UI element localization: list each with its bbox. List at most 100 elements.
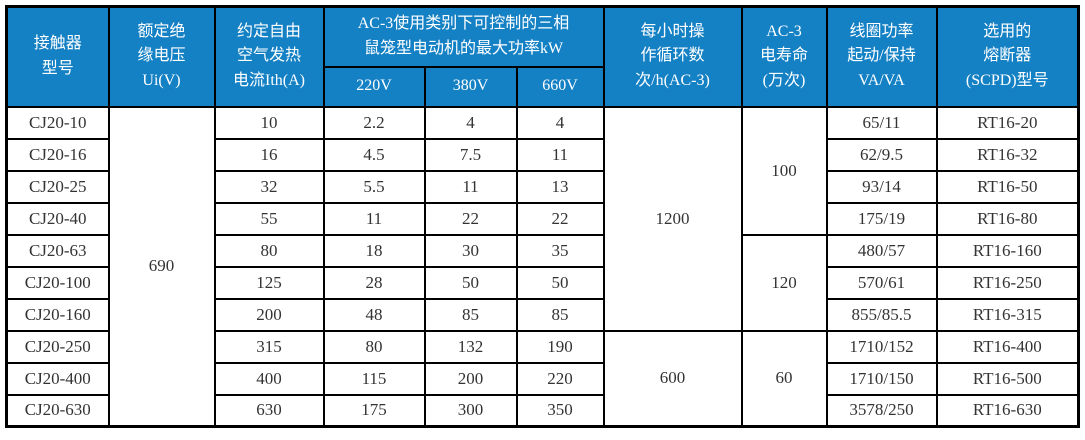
cell-p380: 300	[423, 393, 518, 428]
header-voltage-660v: 660V	[515, 65, 605, 108]
cell-p220: 28	[322, 265, 426, 300]
table-row: CJ20-63 80 18 30 35 120 480/57 RT16-160	[5, 233, 1080, 332]
cell-fuse: RT16-315	[935, 297, 1080, 332]
cell-model: CJ20-40	[5, 201, 110, 236]
cell-fuse: RT16-630	[935, 393, 1080, 428]
cell-fuse: RT16-80	[935, 201, 1080, 236]
cell-p660: 35	[515, 233, 605, 268]
cell-coil: 62/9.5	[825, 137, 938, 172]
table-row: CJ20-40 55 11 22 22 175/19 RT16-80	[5, 201, 1080, 236]
header-coil-power: 线圈功率 起动/保持 VA/VA	[825, 5, 938, 108]
table-row: CJ20-16 16 4.5 7.5 11 62/9.5 RT16-32	[5, 137, 1080, 172]
cell-p660: 22	[515, 201, 605, 236]
table-row: CJ20-10 690 10 2.2 4 4 1200 100 65/11 RT…	[5, 105, 1080, 428]
cell-coil: 3578/250	[825, 393, 938, 428]
cell-life-merged-mid: 120	[740, 233, 828, 332]
cell-p220: 2.2	[322, 105, 426, 140]
cell-p380: 85	[423, 297, 518, 332]
cell-cycles-merged-bottom: 600	[602, 329, 743, 428]
cell-fuse: RT16-400	[935, 329, 1080, 364]
cell-fuse: RT16-20	[935, 105, 1080, 140]
cell-p380: 11	[423, 169, 518, 204]
cell-p380: 7.5	[423, 137, 518, 172]
cell-coil: 480/57	[825, 233, 938, 268]
header-contactor-model: 接触器 型号	[5, 5, 110, 108]
cell-p220: 5.5	[322, 169, 426, 204]
cell-ith: 400	[213, 361, 325, 396]
cell-p660: 13	[515, 169, 605, 204]
cell-ith: 200	[213, 297, 325, 332]
cell-p660: 190	[515, 329, 605, 364]
table-row: CJ20-160 200 48 85 85 855/85.5 RT16-315	[5, 297, 1080, 332]
cell-model: CJ20-16	[5, 137, 110, 172]
cell-p380: 132	[423, 329, 518, 364]
cell-ith: 32	[213, 169, 325, 204]
cell-p660: 11	[515, 137, 605, 172]
header-ac3-max-power: AC-3使用类别下可控制的三相 鼠笼型电动机的最大功率kW	[322, 5, 605, 68]
cell-p220: 18	[322, 233, 426, 268]
cell-ith: 10	[213, 105, 325, 140]
cell-ith: 125	[213, 265, 325, 300]
cell-ui-merged: 690	[107, 105, 216, 428]
cell-p380: 22	[423, 201, 518, 236]
cell-model: CJ20-250	[5, 329, 110, 364]
cell-model: CJ20-160	[5, 297, 110, 332]
cell-p660: 85	[515, 297, 605, 332]
cell-coil: 65/11	[825, 105, 938, 140]
cell-coil: 93/14	[825, 169, 938, 204]
table-row: CJ20-25 32 5.5 11 13 93/14 RT16-50	[5, 169, 1080, 204]
cell-model: CJ20-400	[5, 361, 110, 396]
cell-ith: 630	[213, 393, 325, 428]
cell-ith: 55	[213, 201, 325, 236]
cell-p660: 220	[515, 361, 605, 396]
cell-model: CJ20-10	[5, 105, 110, 140]
cell-p220: 80	[322, 329, 426, 364]
cell-coil: 175/19	[825, 201, 938, 236]
table-row: CJ20-250 315 80 132 190 600 60 1710/152 …	[5, 329, 1080, 428]
header-ac3-electrical-life: AC-3 电寿命 (万次)	[740, 5, 828, 108]
table-row: CJ20-630 630 175 300 350 3578/250 RT16-6…	[5, 393, 1080, 428]
table-header: 接触器 型号 额定绝 缘电压 Ui(V) 约定自由 空气发热 电流Ith(A) …	[5, 5, 1080, 108]
header-operating-cycles: 每小时操 作循环数 次/h(AC-3)	[602, 5, 743, 108]
cell-p220: 11	[322, 201, 426, 236]
cell-fuse: RT16-160	[935, 233, 1080, 268]
cell-p660: 50	[515, 265, 605, 300]
cell-p380: 4	[423, 105, 518, 140]
header-voltage-220v: 220V	[322, 65, 426, 108]
cell-fuse: RT16-32	[935, 137, 1080, 172]
cell-model: CJ20-630	[5, 393, 110, 428]
header-fuse-scpd: 选用的 熔断器 (SCPD)型号	[935, 5, 1080, 108]
table-row: CJ20-100 125 28 50 50 570/61 RT16-250	[5, 265, 1080, 300]
cell-coil: 855/85.5	[825, 297, 938, 332]
cell-cycles-merged-top: 1200	[602, 105, 743, 332]
header-voltage-380v: 380V	[423, 65, 518, 108]
table-body: CJ20-10 690 10 2.2 4 4 1200 100 65/11 RT…	[5, 105, 1080, 428]
cell-p220: 115	[322, 361, 426, 396]
cell-life-merged-bottom: 60	[740, 329, 828, 428]
cell-life-merged-top: 100	[740, 105, 828, 236]
cell-p380: 50	[423, 265, 518, 300]
cell-fuse: RT16-50	[935, 169, 1080, 204]
cell-fuse: RT16-250	[935, 265, 1080, 300]
cell-coil: 570/61	[825, 265, 938, 300]
cell-p380: 200	[423, 361, 518, 396]
table-row: CJ20-400 400 115 200 220 1710/150 RT16-5…	[5, 361, 1080, 396]
cell-p220: 48	[322, 297, 426, 332]
cell-model: CJ20-25	[5, 169, 110, 204]
cell-model: CJ20-63	[5, 233, 110, 268]
header-rated-insulation-voltage: 额定绝 缘电压 Ui(V)	[107, 5, 216, 108]
cell-coil: 1710/152	[825, 329, 938, 364]
cell-p220: 175	[322, 393, 426, 428]
cell-p380: 30	[423, 233, 518, 268]
contactor-spec-table: 接触器 型号 额定绝 缘电压 Ui(V) 约定自由 空气发热 电流Ith(A) …	[5, 5, 1081, 428]
cell-p220: 4.5	[322, 137, 426, 172]
cell-fuse: RT16-500	[935, 361, 1080, 396]
header-thermal-current: 约定自由 空气发热 电流Ith(A)	[213, 5, 325, 108]
cell-p660: 4	[515, 105, 605, 140]
cell-ith: 16	[213, 137, 325, 172]
cell-model: CJ20-100	[5, 265, 110, 300]
cell-p660: 350	[515, 393, 605, 428]
cell-coil: 1710/150	[825, 361, 938, 396]
cell-ith: 80	[213, 233, 325, 268]
